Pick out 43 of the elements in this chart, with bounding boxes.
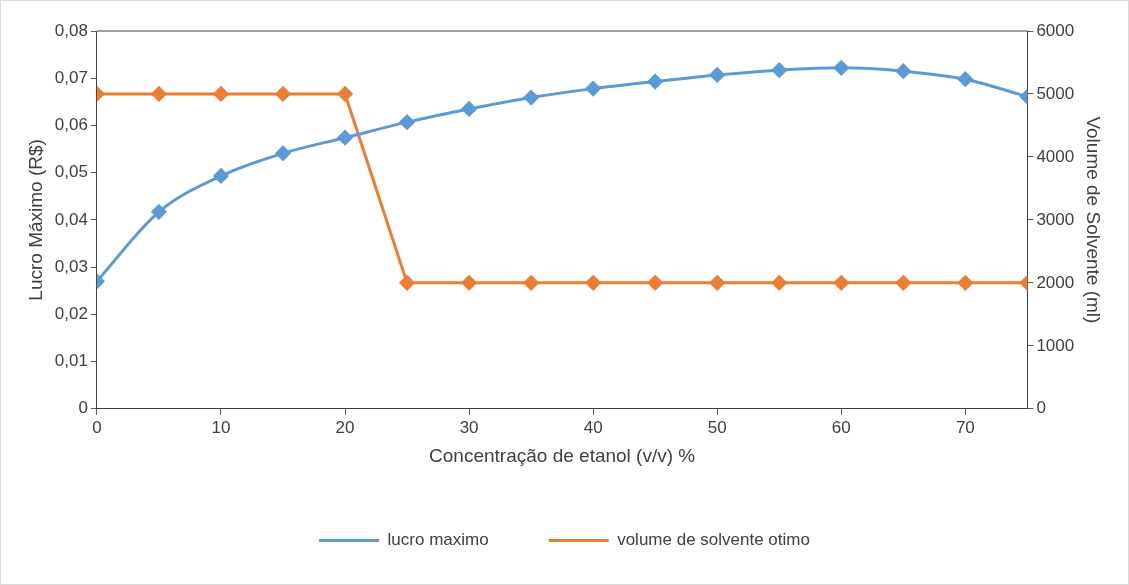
y-tick-label: 0,03 (54, 256, 88, 276)
legend-label: lucro maximo (387, 530, 489, 550)
point (337, 130, 353, 146)
y2-tick-label: 3000 (1036, 209, 1075, 229)
x-tick-label: 10 (211, 417, 231, 437)
y2-tick-label: 6000 (1036, 20, 1075, 40)
point (709, 67, 725, 83)
point (585, 81, 601, 97)
x-axis-title: Concentração de etanol (v/v) % (429, 444, 696, 466)
y-tick-label: 0,06 (54, 115, 88, 135)
y2-tick-label: 5000 (1036, 83, 1075, 103)
x-tick-label: 60 (831, 417, 851, 437)
x-tick-label: 30 (459, 417, 479, 437)
point (647, 74, 663, 90)
y2-axis-title: Volume de Solvente (ml) (1083, 116, 1105, 324)
y-tick-label: 0,08 (54, 20, 88, 40)
y-tick-label: 0,02 (54, 304, 88, 324)
y2-tick-label: 4000 (1036, 146, 1075, 166)
point (275, 145, 291, 161)
point (957, 71, 973, 87)
point (151, 204, 167, 220)
x-tick-label: 70 (955, 417, 975, 437)
point (461, 101, 477, 117)
x-tick-label: 40 (583, 417, 603, 437)
point (399, 114, 415, 130)
y2-tick-label: 0 (1036, 398, 1046, 418)
y-tick-label: 0,01 (54, 351, 88, 371)
y2-tick-label: 1000 (1036, 335, 1075, 355)
point (895, 63, 911, 79)
y-tick-label: 0 (78, 398, 88, 418)
legend-label: volume de solvente otimo (617, 530, 810, 550)
point (833, 60, 849, 76)
y-axis-title: Lucro Máximo (R$) (24, 139, 46, 301)
y-tick-label: 0,04 (54, 209, 88, 229)
y-tick-label: 0,07 (54, 67, 88, 87)
y-tick-label: 0,05 (54, 162, 88, 182)
point (523, 90, 539, 106)
x-tick-label: 20 (335, 417, 355, 437)
x-tick-label: 0 (92, 417, 102, 437)
point (213, 168, 229, 184)
y2-tick-label: 2000 (1036, 272, 1075, 292)
x-tick-label: 50 (707, 417, 727, 437)
point (771, 62, 787, 78)
